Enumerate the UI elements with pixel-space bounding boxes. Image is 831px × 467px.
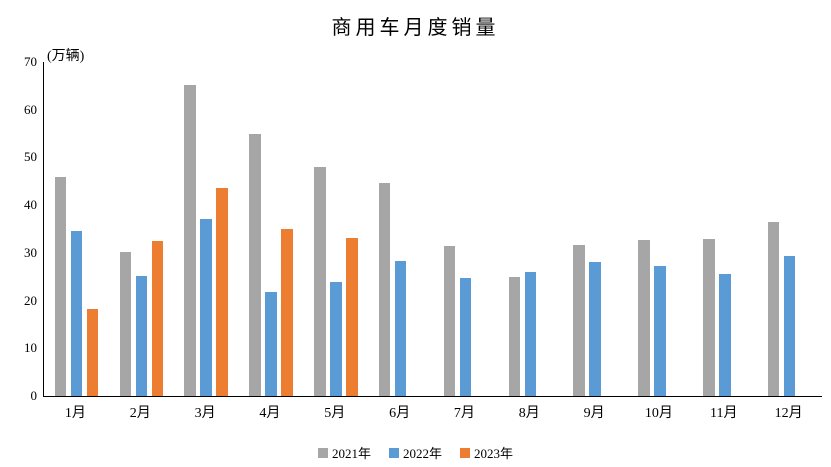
legend-item-2021年: 2021年 bbox=[317, 443, 371, 462]
legend-item-2022年: 2022年 bbox=[388, 443, 442, 462]
bar-2021年-10月 bbox=[638, 239, 650, 396]
bar-2022年-3月 bbox=[200, 219, 212, 396]
y-axis-tick-label-40: 40 bbox=[24, 197, 37, 213]
legend-label: 2022年 bbox=[402, 446, 442, 461]
bar-2022年-4月 bbox=[265, 291, 277, 396]
y-axis-tick-label-10: 10 bbox=[24, 340, 37, 356]
bar-2023年-1月 bbox=[86, 308, 99, 396]
x-axis-label-10月: 10月 bbox=[644, 406, 673, 421]
bar-2021年-6月 bbox=[378, 183, 391, 396]
bar-2021年-4月 bbox=[249, 134, 261, 396]
bar-2022年-6月 bbox=[394, 261, 407, 396]
x-axis-label-11月: 11月 bbox=[710, 406, 738, 421]
x-axis-label-2月: 2月 bbox=[129, 406, 151, 421]
plot-area bbox=[43, 62, 822, 397]
bar-2022年-2月 bbox=[135, 275, 147, 396]
bar-2022年-5月 bbox=[330, 281, 342, 396]
bar-2022年-7月 bbox=[459, 278, 472, 396]
bar-2022年-9月 bbox=[589, 262, 601, 396]
bar-2023年-3月 bbox=[216, 187, 228, 396]
bar-2021年-9月 bbox=[573, 244, 585, 396]
y-axis-unit-label: (万辆) bbox=[47, 49, 85, 64]
bar-2022年-10月 bbox=[654, 265, 666, 396]
bar-2023年-5月 bbox=[346, 238, 358, 396]
x-axis-label-6月: 6月 bbox=[389, 406, 411, 421]
x-axis-label-4月: 4月 bbox=[259, 406, 281, 421]
bar-2022年-8月 bbox=[524, 272, 536, 396]
bar-2021年-8月 bbox=[508, 276, 520, 396]
legend: 2021年 2022年 2023年 bbox=[0, 443, 831, 462]
y-axis-tick-label-60: 60 bbox=[24, 101, 37, 117]
x-axis-label-3月: 3月 bbox=[194, 406, 216, 421]
y-axis-tick-label-0: 0 bbox=[30, 388, 38, 403]
x-axis-label-8月: 8月 bbox=[518, 406, 540, 421]
x-axis-label-5月: 5月 bbox=[324, 406, 346, 421]
bar-2023年-4月 bbox=[281, 229, 293, 396]
bar-2021年-1月 bbox=[54, 177, 67, 396]
bar-2021年-2月 bbox=[119, 252, 131, 396]
bar-2021年-12月 bbox=[767, 221, 780, 396]
bar-2023年-2月 bbox=[151, 240, 163, 396]
y-axis-tick-label-30: 30 bbox=[24, 244, 37, 260]
legend-swatch-icon bbox=[388, 447, 399, 458]
y-axis-tick-label-20: 20 bbox=[24, 292, 37, 308]
bar-2021年-11月 bbox=[703, 238, 715, 396]
bar-2022年-1月 bbox=[70, 230, 83, 396]
legend-label: 2021年 bbox=[331, 446, 371, 461]
x-axis-label-9月: 9月 bbox=[583, 406, 605, 421]
x-axis-label-1月: 1月 bbox=[64, 406, 86, 421]
x-axis-label-7月: 7月 bbox=[453, 406, 475, 421]
bar-2022年-12月 bbox=[783, 256, 796, 396]
bar-2021年-3月 bbox=[184, 84, 196, 396]
legend-item-2023年: 2023年 bbox=[460, 443, 513, 462]
legend-swatch-icon bbox=[460, 447, 470, 458]
legend-label: 2023年 bbox=[474, 446, 514, 461]
legend-swatch-icon bbox=[317, 447, 328, 458]
y-axis-tick-label-50: 50 bbox=[24, 149, 37, 165]
x-axis-label-12月: 12月 bbox=[774, 406, 803, 421]
bar-2021年-7月 bbox=[443, 246, 456, 396]
bar-2021年-5月 bbox=[314, 166, 326, 396]
y-axis-tick-label-70: 70 bbox=[24, 54, 37, 69]
chart-title: 商用车月度销量 bbox=[331, 17, 500, 39]
bar-2022年-11月 bbox=[719, 274, 731, 396]
